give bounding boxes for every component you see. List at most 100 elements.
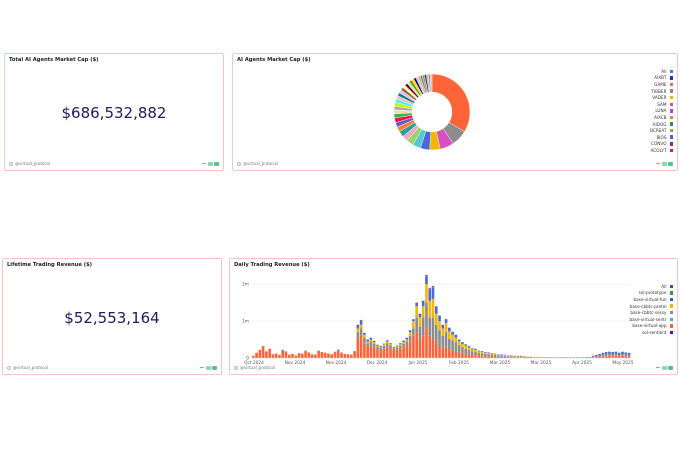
pie-legend-item[interactable]: LUNA: [613, 108, 673, 115]
bar-segment[interactable]: [470, 348, 474, 350]
bar-segment[interactable]: [467, 354, 471, 358]
pie-legend-item[interactable]: AIDOG: [613, 121, 673, 128]
bar-segment[interactable]: [467, 347, 471, 350]
bar-segment[interactable]: [395, 349, 399, 358]
bar-segment[interactable]: [621, 351, 624, 354]
bar-segment[interactable]: [604, 354, 608, 357]
bar-segment[interactable]: [451, 334, 454, 341]
minimize-icon[interactable]: [656, 367, 660, 368]
bar-segment[interactable]: [389, 348, 392, 358]
bar-segment[interactable]: [441, 348, 445, 358]
bar-segment[interactable]: [363, 332, 366, 335]
bar-segment[interactable]: [301, 353, 304, 358]
bar-segment[interactable]: [431, 285, 435, 288]
pie-legend-item[interactable]: VADER: [613, 94, 673, 101]
bar-segment[interactable]: [451, 350, 454, 358]
bar-segment[interactable]: [503, 356, 507, 358]
bar-segment[interactable]: [526, 356, 530, 358]
bar-segment[interactable]: [265, 351, 268, 358]
bar-segment[interactable]: [467, 349, 471, 355]
minimize-icon[interactable]: [200, 367, 204, 368]
pie-legend-item[interactable]: BCREAT: [613, 127, 673, 134]
bar-segment[interactable]: [356, 332, 360, 340]
share-icon[interactable]: [205, 365, 211, 370]
bar-segment[interactable]: [608, 353, 611, 356]
bar-segment[interactable]: [457, 341, 461, 346]
bar-segment[interactable]: [451, 331, 454, 335]
bar-segment[interactable]: [333, 352, 337, 358]
bar-segment[interactable]: [438, 330, 441, 347]
pie-legend-item[interactable]: BIOS: [613, 134, 673, 141]
bar-legend-item[interactable]: base-cbbtc-pretel: [598, 303, 673, 310]
bar-segment[interactable]: [425, 276, 428, 285]
bar-segment[interactable]: [425, 274, 428, 277]
bar-segment[interactable]: [461, 343, 464, 347]
pie-legend-item[interactable]: All: [613, 68, 673, 75]
bar-segment[interactable]: [428, 300, 432, 318]
bar-segment[interactable]: [454, 337, 458, 343]
bar-segment[interactable]: [490, 354, 494, 357]
bar-segment[interactable]: [601, 354, 605, 357]
bar-segment[interactable]: [274, 353, 278, 358]
bar-segment[interactable]: [454, 342, 458, 352]
bar-segment[interactable]: [271, 354, 275, 358]
bar-segment[interactable]: [464, 345, 467, 349]
bar-segment[interactable]: [477, 351, 481, 353]
bar-segment[interactable]: [421, 335, 425, 358]
bar-segment[interactable]: [385, 346, 389, 358]
bar-segment[interactable]: [431, 339, 435, 358]
bar-segment[interactable]: [363, 337, 366, 344]
bar-segment[interactable]: [320, 352, 324, 358]
bar-segment[interactable]: [474, 351, 477, 356]
bar-segment[interactable]: [359, 324, 363, 329]
bar-segment[interactable]: [487, 353, 490, 355]
bar-segment[interactable]: [412, 319, 415, 322]
bar-segment[interactable]: [434, 306, 438, 314]
bar-segment[interactable]: [314, 354, 317, 358]
bar-segment[interactable]: [516, 356, 520, 358]
bar-segment[interactable]: [506, 357, 510, 358]
bar-segment[interactable]: [281, 350, 285, 358]
bar-segment[interactable]: [415, 317, 418, 333]
bar-segment[interactable]: [392, 346, 396, 348]
bar-segment[interactable]: [523, 356, 526, 358]
bar-segment[interactable]: [434, 343, 438, 358]
fork-icon[interactable]: [212, 365, 217, 370]
bar-segment[interactable]: [431, 287, 435, 299]
bar-segment[interactable]: [434, 313, 438, 325]
bar-segment[interactable]: [379, 350, 383, 358]
bar-segment[interactable]: [359, 328, 363, 336]
bar-segment[interactable]: [369, 339, 373, 342]
bar-segment[interactable]: [399, 343, 402, 345]
bar-segment[interactable]: [369, 337, 373, 340]
bar-segment[interactable]: [415, 306, 418, 318]
bar-segment[interactable]: [402, 340, 405, 343]
bar-segment[interactable]: [323, 352, 327, 358]
bar-segment[interactable]: [284, 351, 288, 353]
bar-segment[interactable]: [493, 356, 497, 358]
bar-segment[interactable]: [503, 355, 507, 357]
bar-legend-item[interactable]: sol-sentient: [598, 329, 673, 336]
share-icon[interactable]: [207, 161, 213, 166]
bar-segment[interactable]: [598, 356, 601, 358]
bar-segment[interactable]: [297, 353, 301, 358]
bar-segment[interactable]: [500, 354, 503, 356]
bar-segment[interactable]: [490, 353, 494, 355]
bar-segment[interactable]: [529, 356, 533, 358]
bar-segment[interactable]: [608, 355, 611, 358]
bar-segment[interactable]: [294, 355, 298, 358]
bar-segment[interactable]: [389, 345, 392, 349]
bar-segment[interactable]: [350, 354, 353, 358]
bar-segment[interactable]: [497, 356, 500, 358]
bar-segment[interactable]: [595, 355, 598, 357]
bar-segment[interactable]: [591, 356, 595, 358]
bar-legend-item[interactable]: All: [598, 283, 673, 290]
bar-segment[interactable]: [523, 357, 526, 358]
bar-segment[interactable]: [454, 351, 458, 358]
bar-segment[interactable]: [366, 346, 369, 358]
bar-segment[interactable]: [483, 352, 487, 353]
bar-segment[interactable]: [598, 353, 601, 356]
bar-segment[interactable]: [333, 351, 337, 353]
bar-segment[interactable]: [454, 334, 458, 338]
bar-segment[interactable]: [304, 350, 307, 352]
